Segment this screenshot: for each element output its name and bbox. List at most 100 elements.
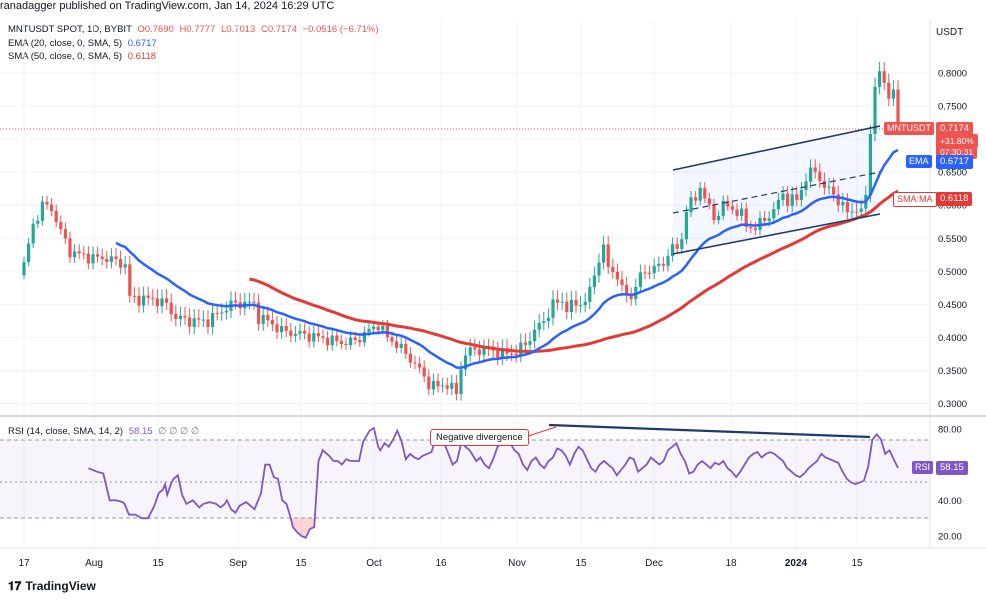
rsi-oversold-area xyxy=(288,518,317,538)
candle-body xyxy=(298,331,302,334)
candle-body xyxy=(165,298,169,303)
candle-body xyxy=(556,299,560,303)
candle-body xyxy=(206,319,210,328)
candle-body xyxy=(606,244,610,267)
candle-body xyxy=(280,326,284,333)
candle-body xyxy=(620,279,624,285)
candle-body xyxy=(270,320,274,325)
candle-body xyxy=(73,251,77,258)
candle-body xyxy=(109,256,113,262)
channel-lower-line[interactable] xyxy=(672,213,881,255)
candle-body xyxy=(312,333,316,342)
candle-body xyxy=(818,171,822,181)
candle-body xyxy=(579,305,583,307)
candle-body xyxy=(339,340,343,344)
candle-body xyxy=(730,206,734,210)
price-tick-label: 0.3000 xyxy=(938,399,967,410)
candle-body xyxy=(551,299,555,318)
candle-body xyxy=(574,299,578,306)
candle-body xyxy=(689,197,693,213)
date-axis[interactable]: 17 Aug 15 Sep 15 Oct 16 Nov 15 Dec 18 2024 15 xyxy=(18,558,863,569)
rsi-tick-label: 80.00 xyxy=(938,424,962,435)
candle-body xyxy=(528,341,532,345)
candle-body xyxy=(169,302,173,314)
candle-body xyxy=(151,297,155,299)
ema-tag: EMA xyxy=(906,155,932,168)
candle-body xyxy=(68,238,72,258)
channel-fill xyxy=(673,126,880,254)
date-tick-label: 17 xyxy=(18,558,30,569)
candle-body xyxy=(804,181,808,190)
candle-body xyxy=(625,284,629,296)
candle-body xyxy=(183,315,187,318)
date-tick-label: 18 xyxy=(725,558,737,569)
open-value: O0.7690 xyxy=(137,24,174,35)
candle-body xyxy=(629,295,633,300)
rsi-tick-label: 20.00 xyxy=(938,532,962,543)
candle-body xyxy=(684,212,688,240)
candle-body xyxy=(740,208,744,216)
candle-body xyxy=(533,329,537,342)
candle-body xyxy=(546,317,550,322)
candle-body xyxy=(537,323,541,330)
candle-body xyxy=(86,253,90,264)
channel-mid-line xyxy=(672,171,881,214)
divergence-trend-line[interactable] xyxy=(548,423,871,439)
candle-body xyxy=(661,263,665,266)
date-tick-label: Dec xyxy=(645,558,663,569)
candle-body xyxy=(652,266,656,274)
candle-body xyxy=(496,350,500,358)
price-tick-label: 0.5500 xyxy=(938,234,967,245)
candle-body xyxy=(220,312,224,314)
candle-body xyxy=(560,301,564,303)
candle-body xyxy=(583,301,587,306)
candle-body xyxy=(349,337,353,346)
candle-body xyxy=(795,194,799,201)
negative-divergence-annotation[interactable]: Negative divergence xyxy=(430,429,529,446)
candle-body xyxy=(717,215,721,221)
candle-body xyxy=(813,167,817,172)
candle-body xyxy=(211,313,215,328)
date-tick-label: Oct xyxy=(366,558,382,569)
sma-legend[interactable]: SMA (50, close, 0, SMA, 5) 0.6118 xyxy=(8,51,156,62)
candle-body xyxy=(611,266,615,272)
ema-legend[interactable]: EMA (20, close, 0, SMA, 5) 0.6717 xyxy=(8,38,157,49)
sma-legend-label: SMA (50, close, 0, SMA, 5) xyxy=(8,51,123,62)
candle-body xyxy=(468,347,472,356)
candle-body xyxy=(362,332,366,343)
candle-body xyxy=(372,326,376,329)
publisher-line: ranadagger published on TradingView.com,… xyxy=(0,0,335,12)
tradingview-logo[interactable]: 𝟏𝟕 TradingView xyxy=(8,579,96,594)
candle-body xyxy=(105,258,109,262)
sma-badge: 0.6118 xyxy=(936,192,973,206)
candle-body xyxy=(192,318,196,327)
candle-body xyxy=(790,194,794,206)
candle-body xyxy=(712,204,716,221)
candle-body xyxy=(822,180,826,188)
date-tick-label: 15 xyxy=(575,558,587,569)
candle-body xyxy=(694,197,698,201)
sma-50-line xyxy=(249,189,899,354)
ema-badge: 0.6717 xyxy=(936,155,974,169)
candle-body xyxy=(431,381,435,390)
date-tick-label: Aug xyxy=(85,558,103,569)
candle-body xyxy=(781,193,785,200)
channel-upper-line[interactable] xyxy=(672,125,881,171)
rsi-legend[interactable]: RSI (14, close, SMA, 14, 2) 58.15 ∅ ∅ ∅ … xyxy=(8,426,199,437)
rsi-tick-label: 40.00 xyxy=(938,496,962,507)
candle-body xyxy=(234,300,238,303)
candle-body xyxy=(845,202,849,213)
candle-body xyxy=(155,298,159,307)
candle-body xyxy=(441,385,445,387)
candle-body xyxy=(698,187,702,201)
candle-body xyxy=(174,313,178,319)
candle-body xyxy=(707,198,711,205)
candle-body xyxy=(721,200,725,216)
change-value: −0.0516 (−6.71%) xyxy=(302,24,379,35)
candle-body xyxy=(753,228,757,230)
close-value: C0.7174 xyxy=(260,24,297,35)
date-tick-label: Nov xyxy=(508,558,526,569)
currency-label[interactable]: USDT xyxy=(936,27,964,38)
candle-body xyxy=(868,134,872,195)
